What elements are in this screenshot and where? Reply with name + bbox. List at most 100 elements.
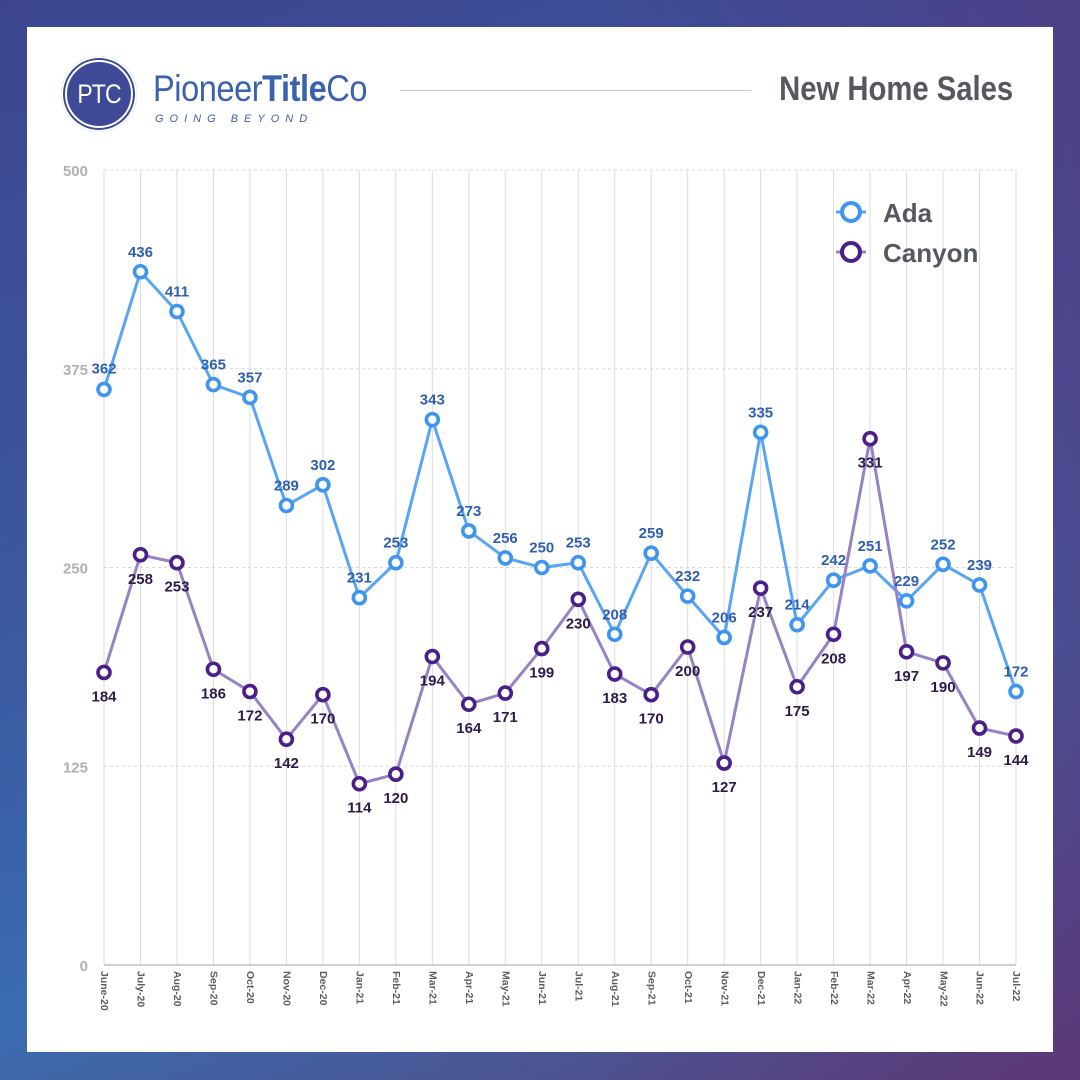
data-point-canyon [497,685,514,701]
x-tick-label: Jun-22 [974,971,986,1005]
x-tick-label: July-20 [135,971,147,1007]
data-label-canyon: 230 [566,615,591,632]
data-label-ada: 411 [165,284,189,301]
data-point-canyon [1008,728,1024,744]
y-axis: 0 125 250 375 500 [63,163,88,975]
data-label-ada: 214 [785,597,811,614]
x-tick-label: Feb-22 [828,971,840,1005]
company-logo: PTC PioneerTitleCo GOING BEYOND [61,56,401,136]
x-tick-label: Oct-21 [682,971,694,1004]
data-label-canyon: 237 [748,604,773,621]
data-label-canyon: 142 [274,755,299,772]
y-tick-label: 250 [63,561,88,578]
data-point-ada [424,411,441,428]
data-label-canyon: 170 [639,711,664,728]
data-point-ada [789,616,805,633]
data-point-canyon [716,755,732,771]
data-label-canyon: 184 [91,688,117,705]
data-point-ada [533,559,550,576]
page-title: New Home Sales [778,70,1013,108]
legend-label-ada: Ada [883,198,933,228]
data-point-ada [315,477,331,493]
data-label-canyon: 197 [894,668,919,685]
logo-name-bold: Title [262,68,327,109]
x-tick-label: Aug-21 [609,971,621,1007]
data-label-ada: 250 [529,540,554,557]
x-tick-label: Sep-21 [645,971,657,1006]
legend[interactable]: Ada Canyon [836,198,978,268]
data-label-ada: 251 [858,538,883,555]
data-point-ada [96,381,112,398]
x-tick-label: June-20 [98,971,110,1011]
data-point-canyon [351,775,368,792]
legend-item-canyon[interactable]: Canyon [836,238,978,268]
data-point-ada [205,376,222,393]
logo-badge [61,56,137,132]
data-point-canyon [971,720,988,736]
header-divider [400,90,751,91]
data-label-ada: 273 [456,503,481,520]
data-point-canyon [643,686,660,703]
data-label-ada: 357 [237,369,262,386]
data-label-ada: 335 [748,404,773,421]
x-tick-label: Apr-22 [901,971,913,1004]
series-markers-ada: 362 436 411 365 357 289 302 231 253 343 273 256 250 2… [91,244,1029,700]
data-point-canyon [570,591,587,608]
data-point-canyon [205,661,222,678]
data-label-ada: 253 [383,535,408,552]
data-label-canyon: 253 [164,579,189,596]
x-tick-label: Mar-22 [864,971,876,1005]
data-label-canyon: 331 [858,455,883,472]
data-point-ada [643,545,660,561]
chart-panel [27,27,1053,1052]
data-label-canyon: 170 [310,711,335,728]
data-point-canyon [898,643,915,660]
x-tick-label: Apr-21 [463,971,475,1004]
data-point-canyon [533,640,550,657]
data-point-ada [497,550,514,566]
data-point-canyon [752,580,769,596]
x-tick-label: Dec-20 [317,971,329,1006]
series-line-canyon [102,437,1017,786]
data-point-canyon [315,686,331,703]
y-tick-label: 0 [80,958,88,975]
grid-lines [103,169,1017,965]
legend-item-ada[interactable]: Ada [836,198,933,228]
y-tick-label: 500 [63,163,88,180]
data-point-canyon [388,766,404,783]
data-label-canyon: 175 [785,703,810,720]
x-tick-label: May-21 [499,971,511,1007]
data-label-canyon: 186 [201,685,226,702]
data-point-ada [862,558,878,574]
data-point-ada [570,554,587,571]
data-label-ada: 231 [347,570,372,587]
data-point-canyon [278,731,295,748]
x-tick-label: Jul-22 [1010,971,1022,1002]
data-point-canyon [862,430,878,447]
series-markers-canyon: 184 258 253 186 172 142 170 114 120 194 164 171 199 2… [91,430,1029,817]
x-tick-label: Sep-20 [208,971,220,1006]
data-label-canyon: 149 [967,744,992,761]
legend-marker-icon [840,201,862,223]
data-label-ada: 239 [967,557,992,574]
data-point-canyon [935,655,951,671]
data-label-ada: 256 [493,530,518,547]
logo-name-end: Co [326,68,368,109]
data-point-canyon [825,626,842,643]
data-label-ada: 343 [420,392,445,409]
data-label-ada: 362 [91,360,116,377]
data-label-ada: 252 [931,536,956,553]
data-point-ada [242,389,258,406]
x-axis: June-20 July-20 Aug-20 Sep-20 Oct-20 Nov-20 De… [98,964,1022,1011]
x-tick-label: Jan-22 [791,971,803,1004]
data-point-canyon [96,664,112,681]
data-point-canyon [679,639,696,655]
data-label-ada: 208 [602,606,627,623]
data-label-ada: 206 [712,609,737,626]
data-label-ada: 253 [566,535,591,552]
data-label-canyon: 164 [456,720,482,737]
x-tick-label: Dec-21 [755,971,767,1006]
data-point-ada [351,589,368,606]
data-label-ada: 172 [1003,664,1028,681]
